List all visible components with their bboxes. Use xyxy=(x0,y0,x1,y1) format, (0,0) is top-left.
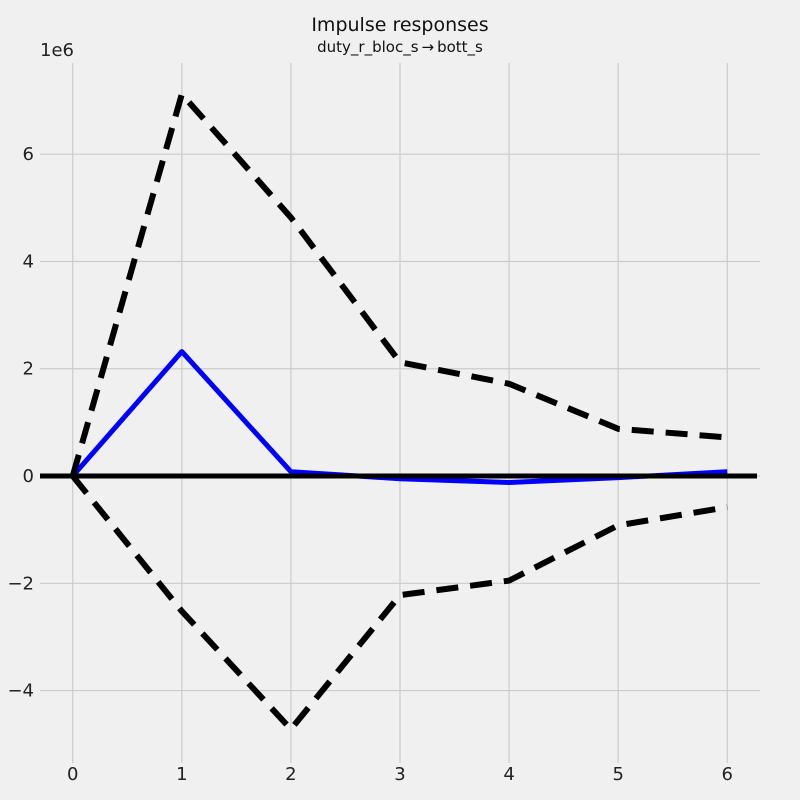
y-tick-label: −4 xyxy=(7,681,34,702)
tick-labels: 0 1 2 3 4 5 6 −4 −2 0 2 4 6 xyxy=(7,144,733,785)
x-tick-label: 5 xyxy=(612,764,623,785)
chart-subtitle: duty_r_bloc_s → bott_s xyxy=(317,38,483,57)
x-tick-label: 2 xyxy=(285,764,296,785)
x-tick-label: 6 xyxy=(722,764,733,785)
y-tick-label: 2 xyxy=(23,359,34,380)
x-tick-label: 3 xyxy=(394,764,405,785)
y-tick-label: −2 xyxy=(7,573,34,594)
grid xyxy=(40,63,760,763)
y-axis-offset-label: 1e6 xyxy=(40,40,74,61)
y-tick-label: 0 xyxy=(23,466,34,487)
lower-bound-line xyxy=(70,474,728,733)
x-tick-label: 4 xyxy=(503,764,514,785)
chart-title: Impulse responses xyxy=(311,14,488,36)
upper-bound-line xyxy=(69,91,728,477)
y-tick-label: 4 xyxy=(23,251,34,272)
y-tick-label: 6 xyxy=(23,144,34,165)
x-tick-label: 0 xyxy=(67,764,78,785)
x-tick-label: 1 xyxy=(176,764,187,785)
